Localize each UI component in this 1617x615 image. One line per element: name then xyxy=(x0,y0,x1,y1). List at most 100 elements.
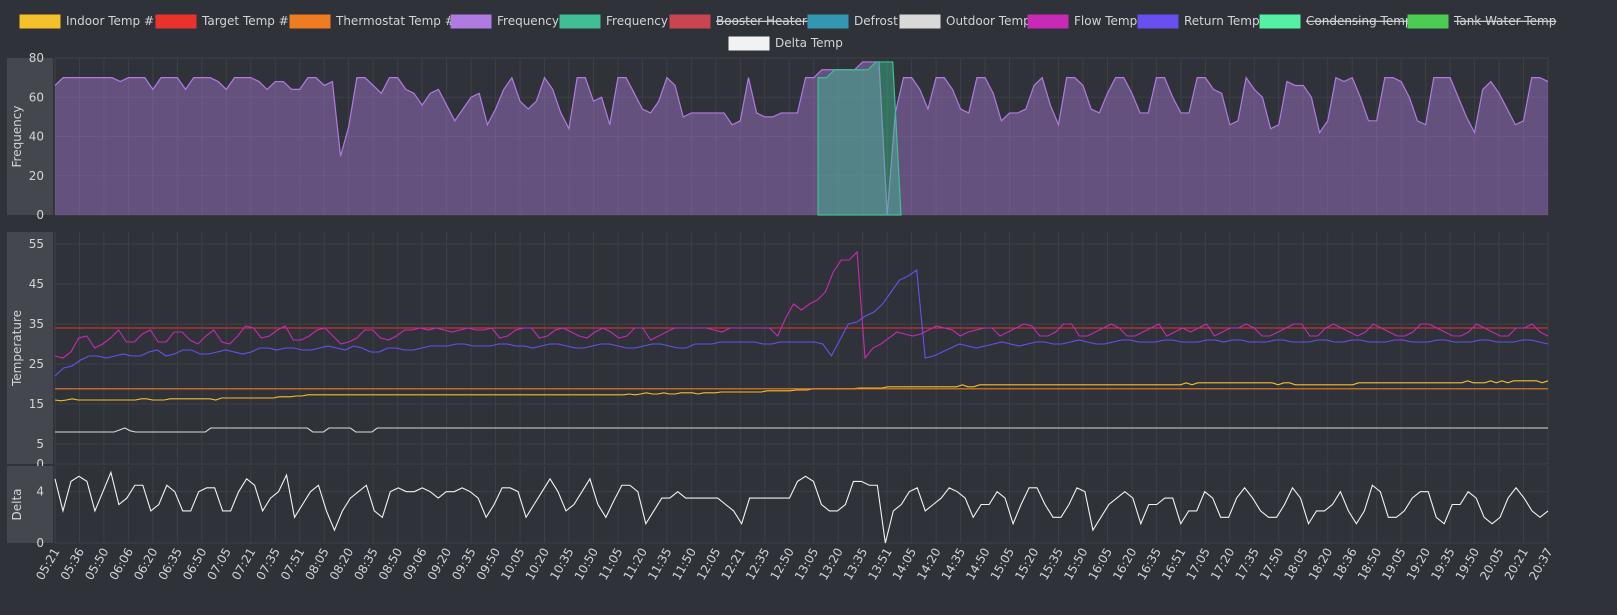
legend-label: Return Temp xyxy=(1184,14,1260,28)
x-tick-label: 19:20 xyxy=(1404,546,1433,583)
x-tick-label: 16:35 xyxy=(1135,546,1164,583)
legend-item[interactable]: Flow Temp xyxy=(1027,14,1137,29)
legend-label: Thermostat Temp #1 xyxy=(335,14,462,28)
series-line-4 xyxy=(54,250,1549,360)
legend-swatch xyxy=(155,14,197,29)
y-axis-label: Frequency xyxy=(10,106,24,168)
legend-label: Condensing Temp xyxy=(1306,14,1413,28)
y-axis-label: Delta xyxy=(10,488,24,520)
legend-swatch xyxy=(1259,14,1301,29)
x-tick-label: 17:20 xyxy=(1208,546,1237,583)
x-tick-label: 07:21 xyxy=(229,546,258,583)
y-tick-label: 0 xyxy=(36,536,44,550)
x-tick-label: 20:21 xyxy=(1502,546,1531,583)
legend-item[interactable]: Defrost xyxy=(807,14,898,29)
x-tick-label: 08:20 xyxy=(327,546,356,583)
y-axis-label: Temperature xyxy=(10,310,24,387)
x-tick-label: 16:05 xyxy=(1086,546,1115,583)
legend-swatch xyxy=(1027,14,1069,29)
x-tick-label: 12:35 xyxy=(743,546,772,583)
legend-item[interactable]: Booster Heaters xyxy=(669,14,813,29)
legend-label: Booster Heaters xyxy=(716,14,813,28)
x-tick-label: 08:05 xyxy=(302,546,331,583)
y-tick-label: 80 xyxy=(29,51,44,65)
x-tick-label: 12:21 xyxy=(718,546,747,583)
x-tick-label: 19:05 xyxy=(1379,546,1408,583)
x-tick-label: 09:06 xyxy=(400,546,429,583)
legend-item[interactable]: Return Temp xyxy=(1137,14,1260,29)
x-tick-label: 20:05 xyxy=(1477,546,1506,583)
panel-frequency: Frequency 0 20 40 60 80 xyxy=(7,51,1549,222)
series-area-1 xyxy=(817,61,902,216)
x-tick-label: 10:20 xyxy=(523,546,552,583)
x-tick-label: 07:05 xyxy=(204,546,233,583)
y-tick-label: 60 xyxy=(29,90,44,104)
legend-swatch xyxy=(728,36,770,51)
legend-swatch xyxy=(1407,14,1449,29)
x-tick-label: 12:05 xyxy=(694,546,723,583)
x-tick-label: 16:20 xyxy=(1110,546,1139,583)
legend-item[interactable]: Condensing Temp xyxy=(1259,14,1413,29)
y-label-box xyxy=(7,232,53,464)
x-tick-label: 15:35 xyxy=(1037,546,1066,583)
legend-item[interactable]: Target Temp #1 xyxy=(155,14,296,29)
y-tick-label: 55 xyxy=(29,237,44,251)
x-tick-label: 17:05 xyxy=(1183,546,1212,583)
legend-label: Flow Temp xyxy=(1074,14,1137,28)
legend-item[interactable]: Tank Water Temp xyxy=(1407,14,1556,29)
legend-label: Indoor Temp #1 xyxy=(66,14,162,28)
x-tick-label: 19:35 xyxy=(1428,546,1457,583)
legend-swatch xyxy=(289,14,331,29)
legend-swatch xyxy=(899,14,941,29)
series-area-0 xyxy=(55,61,1548,216)
x-tick-label: 15:20 xyxy=(1012,546,1041,583)
legend-swatch xyxy=(19,14,61,29)
series-line-0 xyxy=(54,470,1549,544)
x-tick-label: 09:35 xyxy=(449,546,478,583)
x-tick-label: 14:20 xyxy=(914,546,943,583)
legend-item[interactable]: Delta Temp xyxy=(728,36,843,51)
series-line-0 xyxy=(54,61,1549,216)
y-tick-label: 35 xyxy=(29,317,44,331)
y-tick-label: 15 xyxy=(29,397,44,411)
x-tick-label: 14:05 xyxy=(890,546,919,583)
legend-label: Defrost xyxy=(854,14,898,28)
legend-item[interactable]: Outdoor Temp xyxy=(899,14,1031,29)
legend-label: Frequency xyxy=(606,14,668,28)
x-tick-label: 11:35 xyxy=(645,546,674,583)
legend-label: Outdoor Temp xyxy=(946,14,1031,28)
x-tick-label: 06:06 xyxy=(107,546,136,583)
series-line-5 xyxy=(54,269,1549,377)
legend-swatch xyxy=(559,14,601,29)
x-tick-label: 07:35 xyxy=(253,546,282,583)
x-tick-label: 17:35 xyxy=(1232,546,1261,583)
x-tick-label: 20:37 xyxy=(1526,546,1555,583)
panel-delta: Delta 0 4 xyxy=(7,466,1549,550)
y-tick-label: 5 xyxy=(36,437,44,451)
x-tick-label: 10:35 xyxy=(547,546,576,583)
x-tick-label: 11:05 xyxy=(596,546,625,583)
x-tick-label: 10:05 xyxy=(498,546,527,583)
y-tick-label: 0 xyxy=(36,457,44,471)
legend-item[interactable]: Frequency xyxy=(559,14,668,29)
legend: Indoor Temp #1 Target Temp #1 Thermostat T… xyxy=(19,14,1556,51)
x-tick-label: 05:36 xyxy=(58,546,87,583)
x-axis: 05:2105:3605:5006:0606:2006:3506:5007:05… xyxy=(33,546,1555,583)
legend-item[interactable]: Indoor Temp #1 xyxy=(19,14,162,29)
legend-item[interactable]: Thermostat Temp #1 xyxy=(289,14,462,29)
legend-swatch xyxy=(1137,14,1179,29)
y-label-box xyxy=(7,58,53,215)
y-label-box xyxy=(7,466,53,543)
x-tick-label: 06:20 xyxy=(131,546,160,583)
legend-swatch xyxy=(450,14,492,29)
y-tick-label: 0 xyxy=(36,208,44,222)
x-tick-label: 05:21 xyxy=(33,546,62,583)
x-tick-label: 15:05 xyxy=(988,546,1017,583)
y-tick-label: 4 xyxy=(36,485,44,499)
panel-temperature: Temperature 0 5 15 25 35 45 55 xyxy=(7,232,1549,471)
x-tick-label: 18:20 xyxy=(1306,546,1335,583)
legend-item[interactable]: Frequency xyxy=(450,14,559,29)
x-tick-label: 18:36 xyxy=(1330,546,1359,583)
